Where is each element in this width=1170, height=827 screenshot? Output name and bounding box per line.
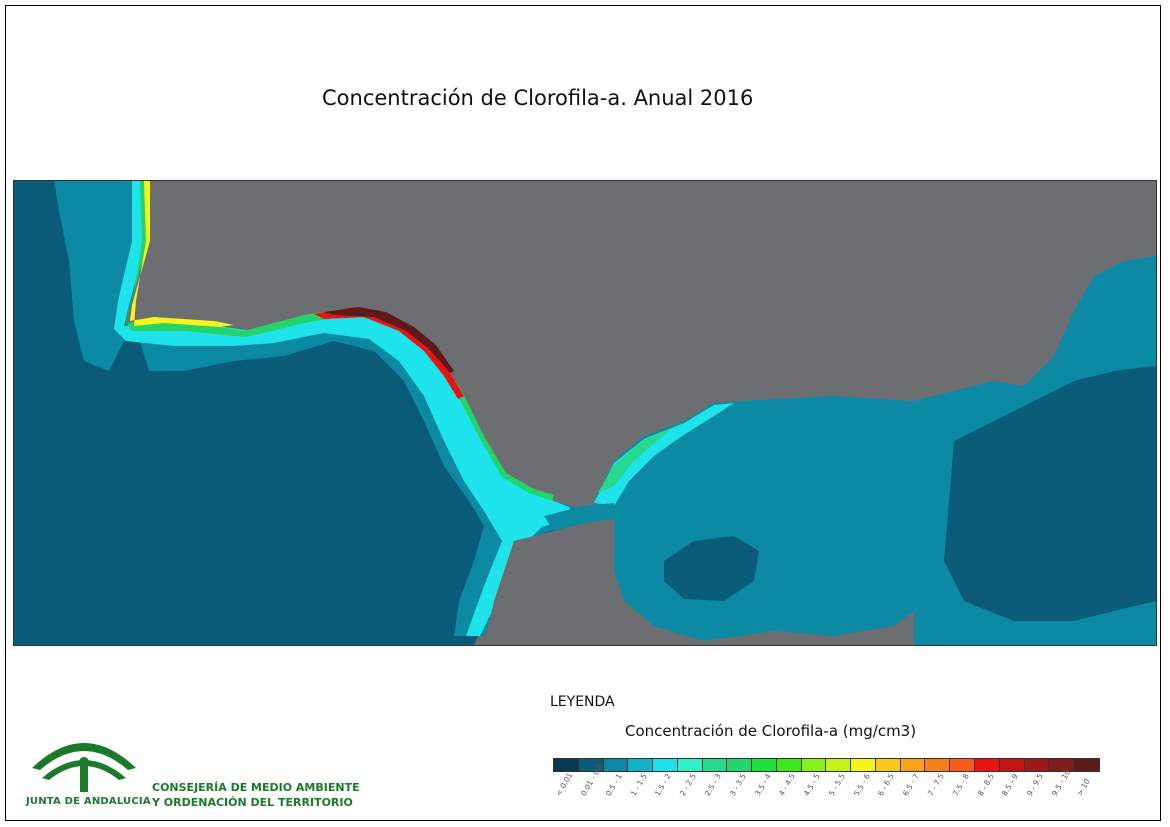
legend-swatch bbox=[702, 759, 728, 771]
legend-class-label: 8.5 - 9 bbox=[1000, 772, 1021, 798]
legend-class-label: 9 - 9.5 bbox=[1025, 772, 1045, 798]
legend-class-label: 4 - 4.5 bbox=[777, 772, 798, 798]
legend-swatch bbox=[603, 759, 629, 771]
legend-swatch bbox=[752, 759, 777, 771]
legend-swatch bbox=[950, 759, 976, 771]
legend-class-label: 7.5 - 8 bbox=[950, 772, 971, 798]
legend-color-bar bbox=[553, 758, 1100, 772]
junta-andalucia-logo bbox=[32, 743, 136, 792]
map-title: Concentración de Clorofila-a. Anual 2016 bbox=[322, 86, 754, 110]
legend-class-label: 6 - 6.5 bbox=[876, 772, 897, 798]
legend-swatch bbox=[826, 759, 852, 771]
legend-swatch bbox=[1024, 759, 1050, 771]
map-canvas bbox=[14, 181, 1156, 645]
legend-swatch bbox=[851, 759, 876, 771]
legend-swatch bbox=[900, 759, 926, 771]
legend-class-label: 3 - 3.5 bbox=[727, 772, 748, 798]
africa-land bbox=[484, 519, 694, 645]
org-name-line1: CONSEJERÍA DE MEDIO AMBIENTE bbox=[152, 781, 360, 794]
legend-swatch bbox=[677, 759, 703, 771]
legend-class-label: 4.5 - 5 bbox=[802, 772, 822, 798]
alboran-green-fringe bbox=[598, 427, 674, 493]
legend-class-label: 2 - 2.5 bbox=[678, 772, 699, 798]
legend-swatch bbox=[999, 759, 1025, 771]
legend-swatch bbox=[801, 759, 827, 771]
legend-class-label: 8 - 8.5 bbox=[975, 772, 996, 798]
logo-brand-text: JUNTA DE ANDALUCIA bbox=[26, 796, 151, 807]
legend-swatch bbox=[975, 759, 1000, 771]
legend-class-label: 0.5 - 1 bbox=[603, 772, 624, 798]
legend-class-label: 5 - 5.5 bbox=[826, 772, 847, 798]
legend-swatch bbox=[727, 759, 753, 771]
alboran-coastal-band bbox=[594, 403, 734, 506]
legend-class-label: 1.5 - 2 bbox=[653, 772, 674, 798]
legend-swatch bbox=[628, 759, 654, 771]
legend-swatch bbox=[875, 759, 901, 771]
page-frame bbox=[5, 5, 1161, 821]
legend-class-label: 2.5 - 3 bbox=[703, 772, 723, 798]
legend-subtitle: Concentración de Clorofila-a (mg/cm3) bbox=[625, 722, 917, 740]
atlantic-sea bbox=[14, 181, 594, 645]
chlorophyll-map bbox=[13, 180, 1157, 646]
mediterranean-deep-east bbox=[944, 366, 1156, 621]
legend-class-label: 6.5 - 7 bbox=[901, 772, 922, 798]
legend-class-label: < 0.01 bbox=[554, 771, 575, 798]
mediterranean-deep-west bbox=[664, 536, 759, 601]
atlantic-shelf bbox=[54, 181, 149, 371]
legend-swatch bbox=[1049, 759, 1075, 771]
legend-class-label: > 10 bbox=[1074, 777, 1092, 798]
legend-swatch bbox=[776, 759, 802, 771]
legend-class-label: 7 - 7.5 bbox=[925, 772, 946, 798]
strait-channel bbox=[544, 503, 614, 531]
guadalquivir-dark bbox=[324, 307, 454, 373]
org-name-line2: Y ORDENACIÓN DEL TERRITORIO bbox=[152, 796, 353, 809]
legend-class-label: 1 - 1.5 bbox=[628, 772, 649, 798]
legend-swatch bbox=[1074, 759, 1099, 771]
legend-swatch bbox=[578, 759, 604, 771]
legend-swatch bbox=[653, 759, 678, 771]
legend-class-label: 3.5 - 4 bbox=[752, 772, 773, 798]
legend-swatch bbox=[554, 759, 579, 771]
legend-class-label: 5.5 - 6 bbox=[851, 772, 872, 798]
legend-heading: LEYENDA bbox=[550, 694, 615, 710]
legend-swatch bbox=[925, 759, 951, 771]
